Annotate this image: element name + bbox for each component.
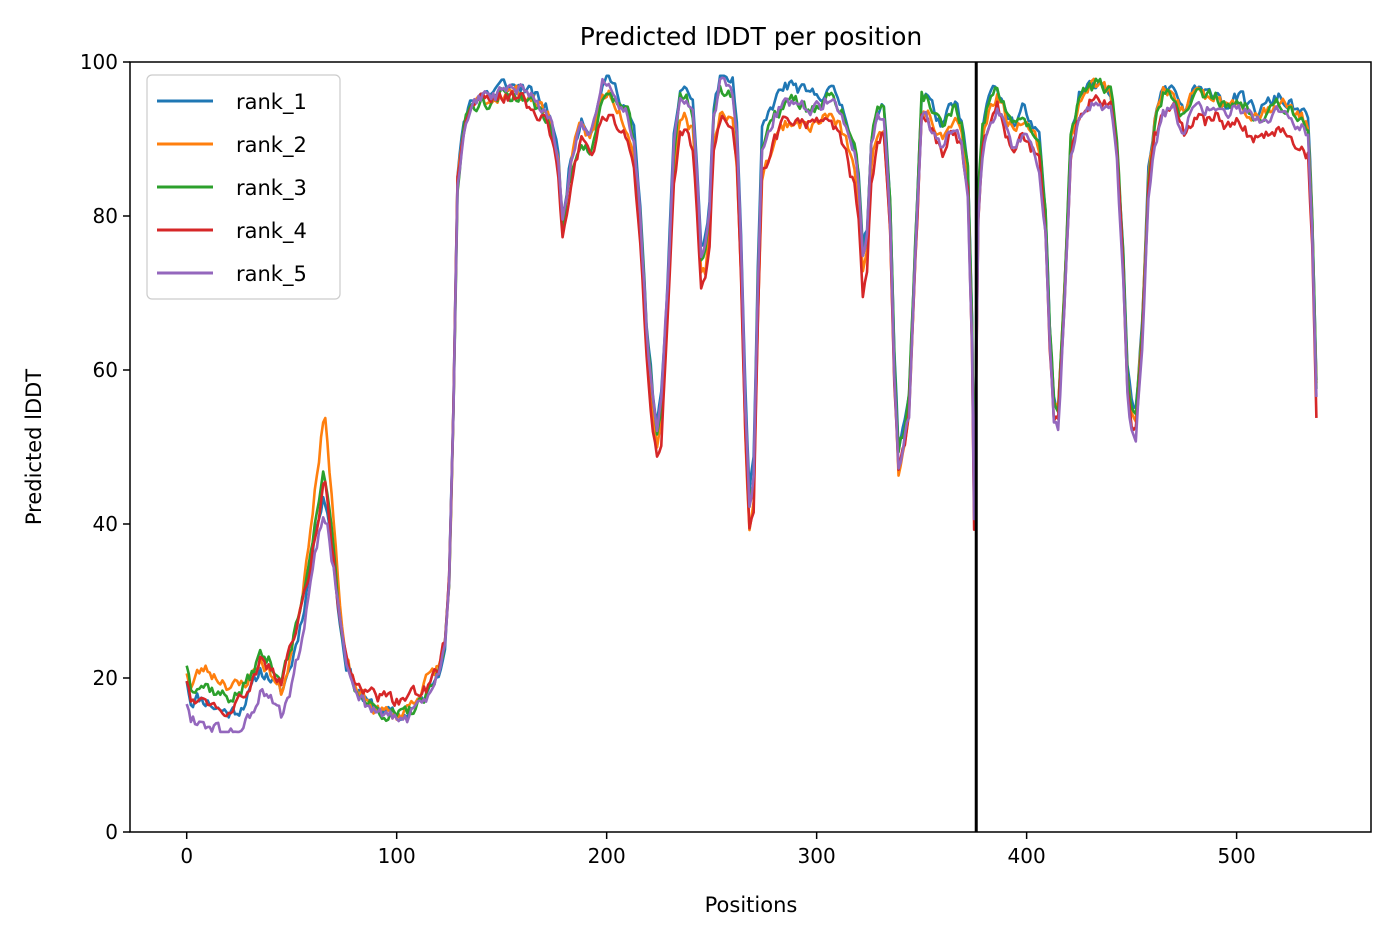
y-tick-label: 40 [93,512,118,536]
legend-label-rank-5: rank_5 [236,262,307,287]
y-tick-label: 60 [93,358,118,382]
series-layer [185,74,1318,734]
y-axis: 0 20 40 60 80 100 [80,50,130,844]
plot-frame [129,61,1372,833]
legend-label-rank-2: rank_2 [236,133,307,158]
legend-label-rank-1: rank_1 [236,90,307,115]
legend-label-rank-4: rank_4 [236,219,307,244]
chart-title: Predicted lDDT per position [580,22,922,51]
x-axis: 0 100 200 300 400 500 [180,832,1256,868]
legend: rank_1 rank_2 rank_3 rank_4 rank_5 [146,74,341,300]
legend-box [146,74,341,300]
x-tick-label: 100 [378,844,416,868]
x-tick-label: 300 [798,844,836,868]
y-axis-title: Predicted lDDT [22,369,46,525]
x-tick-label: 0 [180,844,193,868]
x-axis-title: Positions [705,893,798,917]
legend-label-rank-3: rank_3 [236,176,307,201]
series-line-rank-5 [185,76,1318,734]
y-tick-label: 100 [80,50,118,74]
x-tick-label: 200 [588,844,626,868]
plot-area [129,61,1372,833]
y-tick-label: 80 [93,204,118,228]
x-tick-label: 500 [1218,844,1256,868]
y-tick-label: 0 [105,820,118,844]
y-tick-label: 20 [93,666,118,690]
x-tick-label: 400 [1008,844,1046,868]
